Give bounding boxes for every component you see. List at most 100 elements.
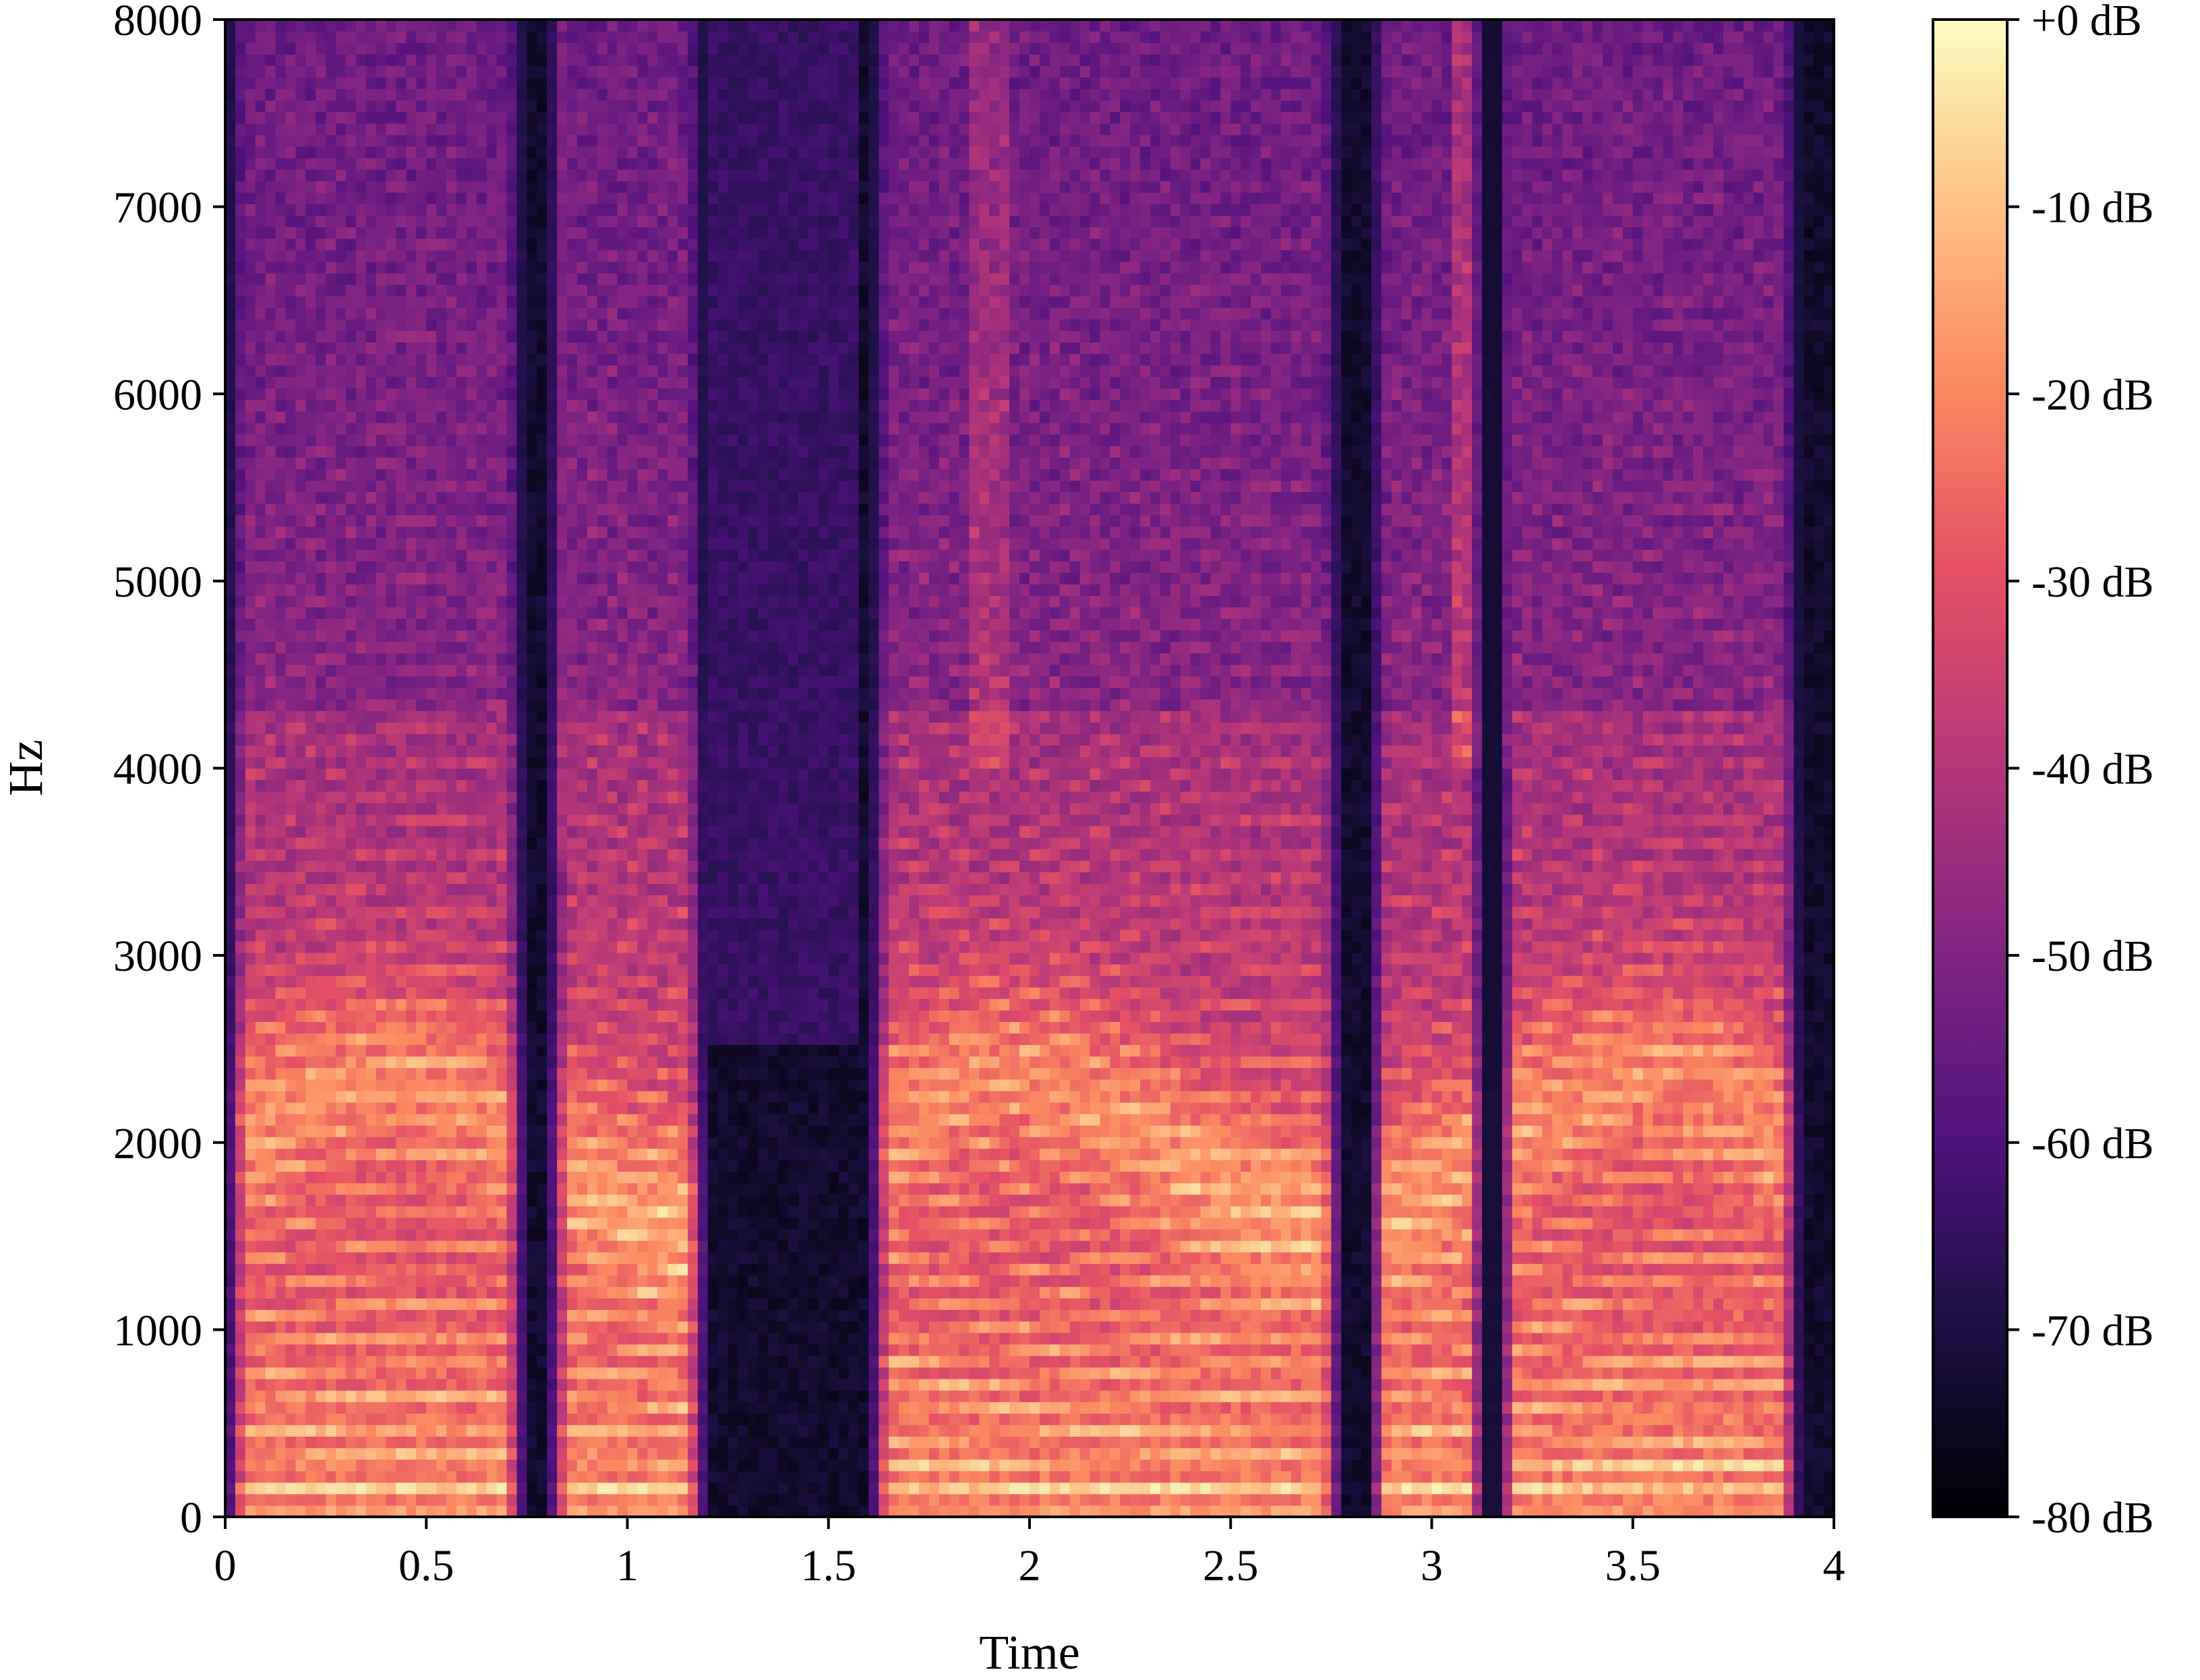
spectrogram-cell (365, 676, 377, 688)
spectrogram-cell (436, 872, 447, 884)
spectrogram-cell (316, 514, 326, 527)
spectrogram-cell (576, 319, 588, 331)
spectrogram-cell (416, 1217, 427, 1230)
spectrogram-cell (255, 227, 266, 239)
spectrogram-cell (547, 687, 558, 700)
spectrogram-cell (486, 1459, 498, 1472)
spectrogram-cell (225, 814, 236, 827)
spectrogram-cell (305, 134, 316, 147)
spectrogram-cell (305, 1367, 316, 1379)
spectrogram-cell (235, 54, 246, 66)
spectrogram-cell (386, 249, 397, 262)
spectrogram-cell (386, 584, 397, 596)
spectrogram-cell (295, 503, 306, 516)
spectrogram-cell (537, 1402, 547, 1414)
spectrogram-cell (436, 1482, 447, 1495)
spectrogram-cell (386, 849, 397, 861)
spectrogram-cell (225, 1148, 236, 1160)
spectrogram-cell (496, 146, 508, 158)
spectrogram-cell (336, 249, 347, 262)
spectrogram-cell (295, 1056, 306, 1069)
spectrogram-cell (346, 1505, 357, 1518)
spectrogram-cell (567, 296, 578, 308)
spectrogram-cell (537, 1424, 547, 1437)
spectrogram-cell (406, 342, 417, 355)
spectrogram-cell (245, 65, 256, 78)
spectrogram-cell (506, 514, 517, 527)
spectrogram-cell (386, 872, 397, 884)
spectrogram-cell (316, 1056, 326, 1069)
spectrogram-cell (346, 399, 357, 412)
spectrogram-cell (527, 353, 537, 366)
spectrogram-cell (456, 423, 467, 435)
spectrogram-cell (275, 1079, 287, 1091)
spectrogram-cell (275, 998, 287, 1011)
spectrogram-cell (527, 330, 537, 342)
spectrogram-cell (587, 860, 598, 872)
spectrogram-cell (285, 676, 296, 688)
spectrogram-cell (446, 1263, 457, 1276)
spectrogram-cell (587, 1102, 598, 1114)
spectrogram-cell (567, 1205, 578, 1218)
spectrogram-cell (466, 1205, 477, 1218)
spectrogram-cell (587, 365, 598, 378)
spectrogram-cell (336, 537, 347, 550)
spectrogram-cell (386, 1470, 397, 1483)
spectrogram-cell (265, 1079, 276, 1091)
spectrogram-cell (456, 1355, 467, 1368)
spectrogram-cell (597, 503, 608, 516)
spectrogram-cell (516, 607, 527, 619)
spectrogram-cell (496, 940, 508, 953)
spectrogram-cell (255, 664, 266, 677)
spectrogram-cell (486, 1182, 498, 1195)
spectrogram-cell (305, 584, 316, 596)
spectrogram-cell (225, 768, 236, 781)
spectrogram-cell (255, 549, 266, 562)
spectrogram-cell (426, 883, 437, 895)
spectrogram-cell (496, 653, 508, 665)
spectrogram-cell (446, 491, 457, 504)
spectrogram-cell (607, 1344, 618, 1356)
spectrogram-cell (516, 791, 527, 804)
spectrogram-cell (295, 1044, 306, 1057)
spectrogram-cell (607, 1021, 618, 1034)
spectrogram-cell (346, 1102, 357, 1114)
spectrogram-cell (346, 895, 357, 907)
spectrogram-cell (426, 1424, 437, 1437)
spectrogram-cell (567, 204, 578, 216)
spectrogram-cell (376, 457, 387, 469)
spectrogram-cell (416, 733, 427, 746)
spectrogram-cell (486, 860, 498, 872)
spectrogram-cell (245, 158, 256, 170)
spectrogram-cell (466, 31, 477, 43)
spectrogram-cell (235, 756, 246, 769)
spectrogram-cell (486, 1021, 498, 1034)
spectrogram-cell (607, 906, 618, 919)
spectrogram-cell (295, 572, 306, 584)
spectrogram-cell (305, 1102, 316, 1114)
spectrogram-cell (587, 469, 598, 481)
spectrogram-cell (567, 1090, 578, 1103)
spectrogram-cell (436, 249, 447, 262)
spectrogram-cell (295, 849, 306, 861)
spectrogram-cell (235, 998, 246, 1011)
spectrogram-cell (466, 446, 477, 458)
spectrogram-cell (476, 1102, 487, 1114)
spectrogram-cell (557, 388, 568, 400)
spectrogram-cell (225, 1344, 236, 1356)
spectrogram-cell (537, 249, 547, 262)
spectrogram-cell (607, 918, 618, 930)
spectrogram-cell (265, 1286, 276, 1298)
spectrogram-cell (557, 722, 568, 734)
spectrogram-cell (305, 1447, 316, 1460)
spectrogram-cell (336, 1505, 347, 1518)
spectrogram-cell (225, 192, 236, 204)
spectrogram-cell (326, 158, 336, 170)
spectrogram-cell (446, 1390, 457, 1402)
spectrogram-cell (547, 537, 558, 550)
spectrogram-cell (537, 100, 547, 113)
spectrogram-cell (537, 963, 547, 976)
spectrogram-cell (576, 1148, 588, 1160)
spectrogram-cell (456, 1137, 467, 1149)
spectrogram-cell (265, 1217, 276, 1230)
